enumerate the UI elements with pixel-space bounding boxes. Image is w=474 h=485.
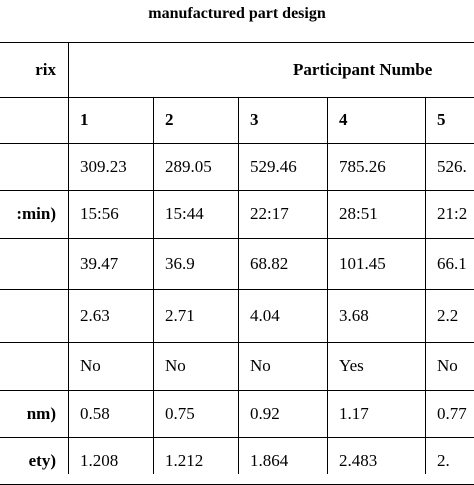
cell: 36.9	[165, 253, 195, 273]
cell: 2.63	[80, 305, 110, 325]
row-header: rix	[35, 59, 56, 79]
cell: 2.71	[165, 305, 195, 325]
cell: 309.23	[80, 156, 127, 176]
row-label: ety)	[28, 450, 56, 470]
row-label: nm)	[26, 403, 56, 423]
row-line	[0, 390, 474, 391]
cell: No	[437, 356, 458, 375]
column-header: 2	[165, 110, 174, 129]
cell: No	[80, 356, 101, 375]
row-line	[0, 190, 474, 191]
column-header: 1	[80, 110, 89, 129]
cell: 2.483	[339, 450, 378, 470]
cell: 1.17	[339, 403, 369, 423]
cell: 15:56	[80, 204, 119, 223]
cell: 3.68	[339, 305, 369, 325]
column-header: 4	[339, 110, 348, 129]
cell: No	[165, 356, 186, 375]
column-header: 3	[250, 110, 259, 129]
col-line	[238, 97, 239, 474]
cell: 39.47	[80, 253, 119, 273]
title: manufactured part design	[148, 5, 326, 22]
cell: 0.92	[250, 403, 280, 423]
cell: 529.46	[250, 156, 297, 176]
row-line	[0, 437, 474, 438]
cell: 289.05	[165, 156, 212, 176]
column-header: 5	[437, 110, 446, 129]
cell: 785.26	[339, 156, 386, 176]
cell: 66.1	[437, 253, 467, 273]
cell: 0.58	[80, 403, 110, 423]
row-label: :min)	[16, 204, 56, 223]
cell: 1.212	[165, 450, 204, 470]
row-line	[0, 42, 474, 43]
group-header: Participant Numbe	[293, 59, 433, 79]
row-line	[0, 143, 474, 144]
cell: 15:44	[165, 204, 204, 223]
cell: 4.04	[250, 305, 280, 325]
row-line	[0, 97, 474, 98]
cell: 1.864	[250, 450, 289, 470]
col-line	[425, 97, 426, 474]
cell: 0.77	[437, 403, 467, 423]
cell: 101.45	[339, 253, 386, 273]
cell: 0.75	[165, 403, 195, 423]
cell: 2.2	[437, 305, 459, 325]
cell: 68.82	[250, 253, 289, 273]
cell: No	[250, 356, 271, 375]
page: manufactured part design rix Participant N…	[0, 5, 474, 485]
cell: 22:17	[250, 204, 289, 223]
cell: 2.	[437, 450, 450, 470]
cell: 1.208	[80, 450, 119, 470]
row-line	[0, 342, 474, 343]
cell: Yes	[339, 356, 364, 375]
cell: 21:2	[437, 204, 468, 223]
col-line	[153, 97, 154, 474]
cell: 526.	[437, 156, 467, 176]
col-line	[68, 42, 69, 474]
cell: 28:51	[339, 204, 378, 223]
col-line	[327, 97, 328, 474]
row-line	[0, 289, 474, 290]
row-line	[0, 238, 474, 239]
